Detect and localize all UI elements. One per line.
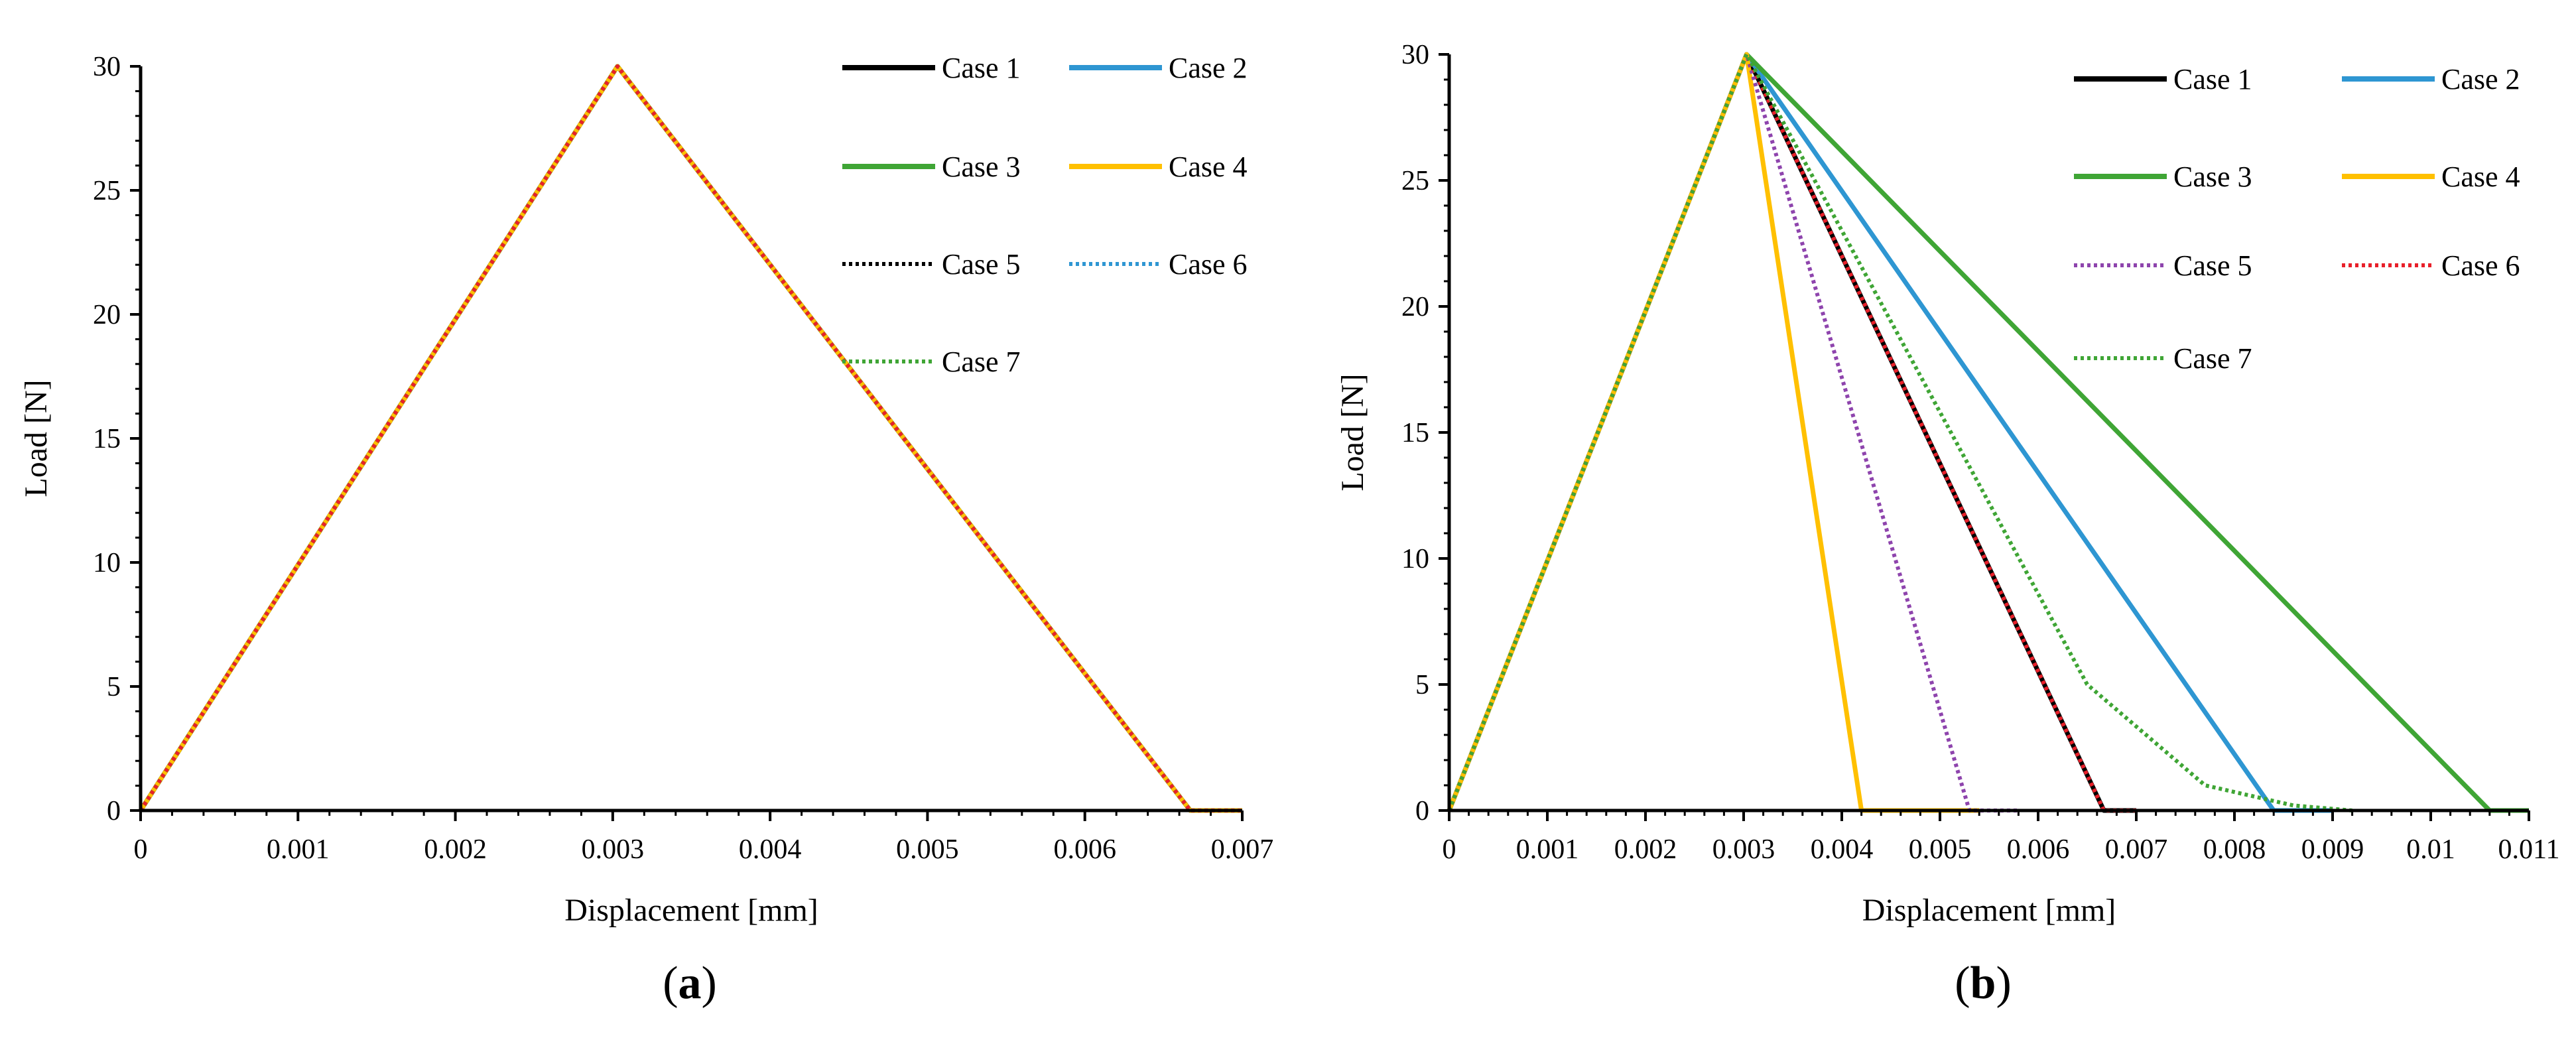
y-tick-label: 30: [1401, 40, 1429, 70]
legend-label: Case 1: [2173, 63, 2252, 96]
x-tick-label: 0.005: [1909, 834, 1972, 865]
y-tick-label: 20: [93, 300, 121, 330]
y-tick-label: 25: [93, 176, 121, 206]
chart-panel-a: 0 5 10 15 20 25 30 0 0.001 0.002 0.003 0.004 0.005 0.…: [19, 52, 1273, 1009]
x-tick-label: 0: [1443, 834, 1456, 865]
legend-label: Case 5: [2173, 249, 2252, 282]
y-tick-label: 5: [107, 672, 121, 702]
x-tick-label: 0.007: [2105, 834, 2168, 865]
series-line-case-6: [1447, 52, 2136, 812]
x-tick-label: 0.005: [896, 834, 959, 865]
x-axis-title: Displacement [mm]: [1862, 893, 2116, 928]
x-tick-label: 0.004: [1811, 834, 1874, 865]
series-line-case-2: [139, 64, 1242, 813]
legend-label: Case 1: [942, 52, 1021, 84]
legend-label: Case 7: [942, 346, 1021, 378]
legend-label: Case 3: [2173, 161, 2252, 193]
panel-label: (b): [1955, 958, 2012, 1009]
legend-label: Case 4: [2441, 161, 2520, 193]
legend-label: Case 3: [942, 151, 1021, 183]
legend-label: Case 6: [1169, 248, 1248, 281]
x-tick-label: 0.008: [2203, 834, 2266, 865]
series-line-case-1: [1447, 52, 2136, 813]
legend-label: Case 7: [2173, 342, 2252, 375]
panel-label: (a): [663, 958, 717, 1009]
series-line-case-7: [1447, 52, 2352, 812]
legend-label: Case 6: [2441, 249, 2520, 282]
y-tick-label: 15: [1401, 418, 1429, 448]
x-tick-label: 0.004: [739, 834, 802, 865]
x-tick-label: 0.009: [2301, 834, 2364, 865]
x-axis-title: Displacement [mm]: [564, 893, 818, 928]
series-line-extra-7: [139, 64, 1242, 812]
y-tick-label: 30: [93, 52, 121, 82]
x-tick-label: 0.003: [582, 834, 645, 865]
legend-label: Case 5: [942, 248, 1021, 281]
x-tick-label: 0.01: [2406, 834, 2455, 865]
y-axis-title: Load [N]: [1335, 373, 1370, 491]
y-tick-label: 0: [1415, 796, 1429, 826]
series-line-case-7: [139, 64, 1242, 812]
y-tick-label: 15: [93, 424, 121, 454]
x-tick-label: 0.003: [1712, 834, 1775, 865]
legend-label: Case 2: [1169, 52, 1248, 84]
series-line-case-1: [139, 64, 1242, 813]
x-tick-label: 0.006: [2007, 834, 2070, 865]
y-tick-label: 10: [1401, 544, 1429, 574]
y-tick-label: 10: [93, 548, 121, 578]
legend-label: Case 2: [2441, 63, 2520, 96]
series-line-case-4: [1447, 52, 1980, 813]
series-line-case-4: [139, 64, 1242, 813]
series-line-case-5: [139, 64, 1242, 812]
x-tick-label: 0.002: [424, 834, 487, 865]
x-tick-label: 0.001: [1516, 834, 1579, 865]
y-tick-label: 0: [107, 796, 121, 826]
y-tick-label: 5: [1415, 670, 1429, 700]
series-line-case-3: [139, 64, 1242, 813]
legend-label: Case 4: [1169, 151, 1248, 183]
series-line-case-3: [1447, 52, 2529, 813]
series-line-case-6: [139, 64, 1242, 812]
y-tick-label: 25: [1401, 166, 1429, 196]
x-tick-label: 0.007: [1211, 834, 1274, 865]
x-tick-label: 0.006: [1053, 834, 1116, 865]
x-tick-label: 0.011: [2498, 834, 2560, 865]
x-tick-label: 0.002: [1614, 834, 1677, 865]
series-line-case-5: [1447, 52, 2019, 812]
y-axis-title: Load [N]: [19, 379, 54, 497]
x-tick-label: 0.001: [267, 834, 330, 865]
chart-panel-b: 0 5 10 15 20 25 30 0 0.001 0.002 0.003 0.004 0.005 0.…: [1335, 40, 2559, 1009]
x-tick-label: 0: [134, 834, 148, 865]
y-tick-label: 20: [1401, 292, 1429, 322]
